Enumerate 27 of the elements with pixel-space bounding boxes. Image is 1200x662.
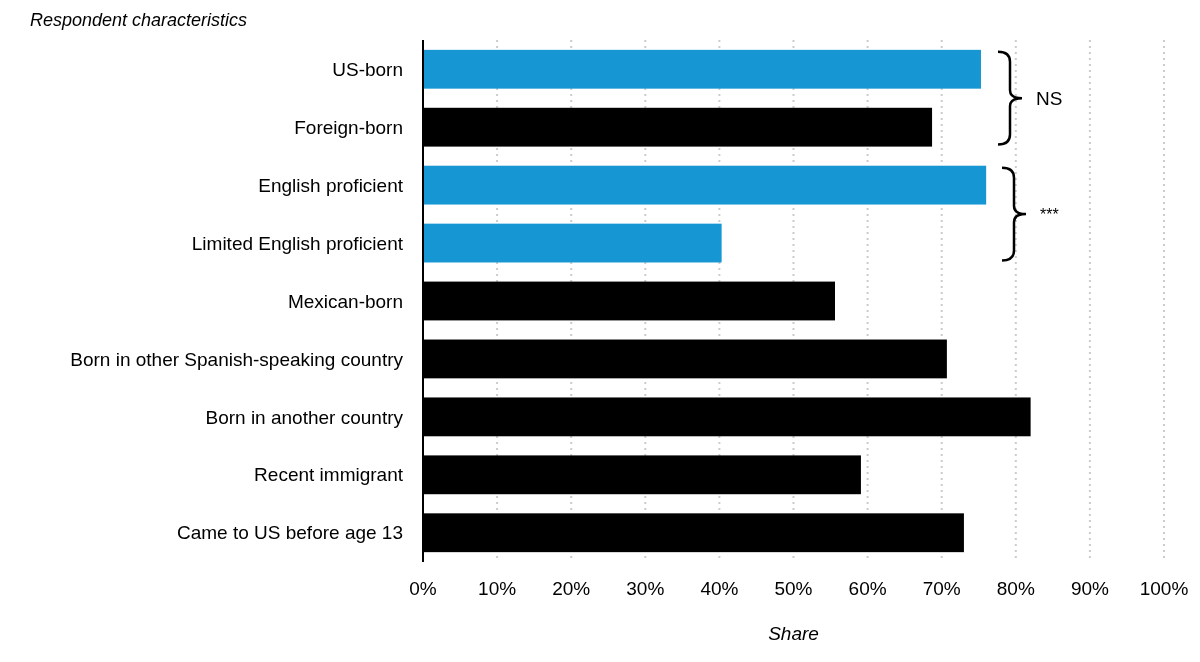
y-tick-label: Came to US before age 13 [176,522,403,544]
y-tick-label: Limited English proficient [191,232,404,254]
x-tick-label: 50% [774,577,813,599]
x-tick-label: 0% [409,577,437,599]
x-tick-label: 70% [922,577,961,599]
x-tick-label: 40% [700,577,739,599]
bar [423,223,722,263]
x-tick-label: 10% [478,577,517,599]
y-tick-label: Born in other Spanish-speaking country [70,348,404,370]
x-tick-label: 90% [1070,577,1110,599]
x-tick-label: 100% [1139,577,1189,599]
y-axis-title: Respondent characteristics [30,10,248,30]
x-axis-title: Share [768,623,819,644]
y-tick-label: Mexican-born [287,290,403,312]
y-tick-label: English proficient [258,174,404,196]
x-tick-label: 60% [848,577,887,599]
bar [423,49,981,89]
y-tick-label: Recent immigrant [254,464,404,486]
y-tick-label: Foreign-born [294,116,403,138]
x-tick-label: 20% [552,577,591,599]
bar [423,165,987,205]
x-tick-label: 30% [626,577,665,599]
annotation: NS [1036,87,1063,109]
x-tick-label: 80% [996,577,1035,599]
y-tick-label: Born in another country [205,406,404,428]
y-tick-label: US-born [332,58,403,80]
annotation: *** [1040,205,1059,223]
